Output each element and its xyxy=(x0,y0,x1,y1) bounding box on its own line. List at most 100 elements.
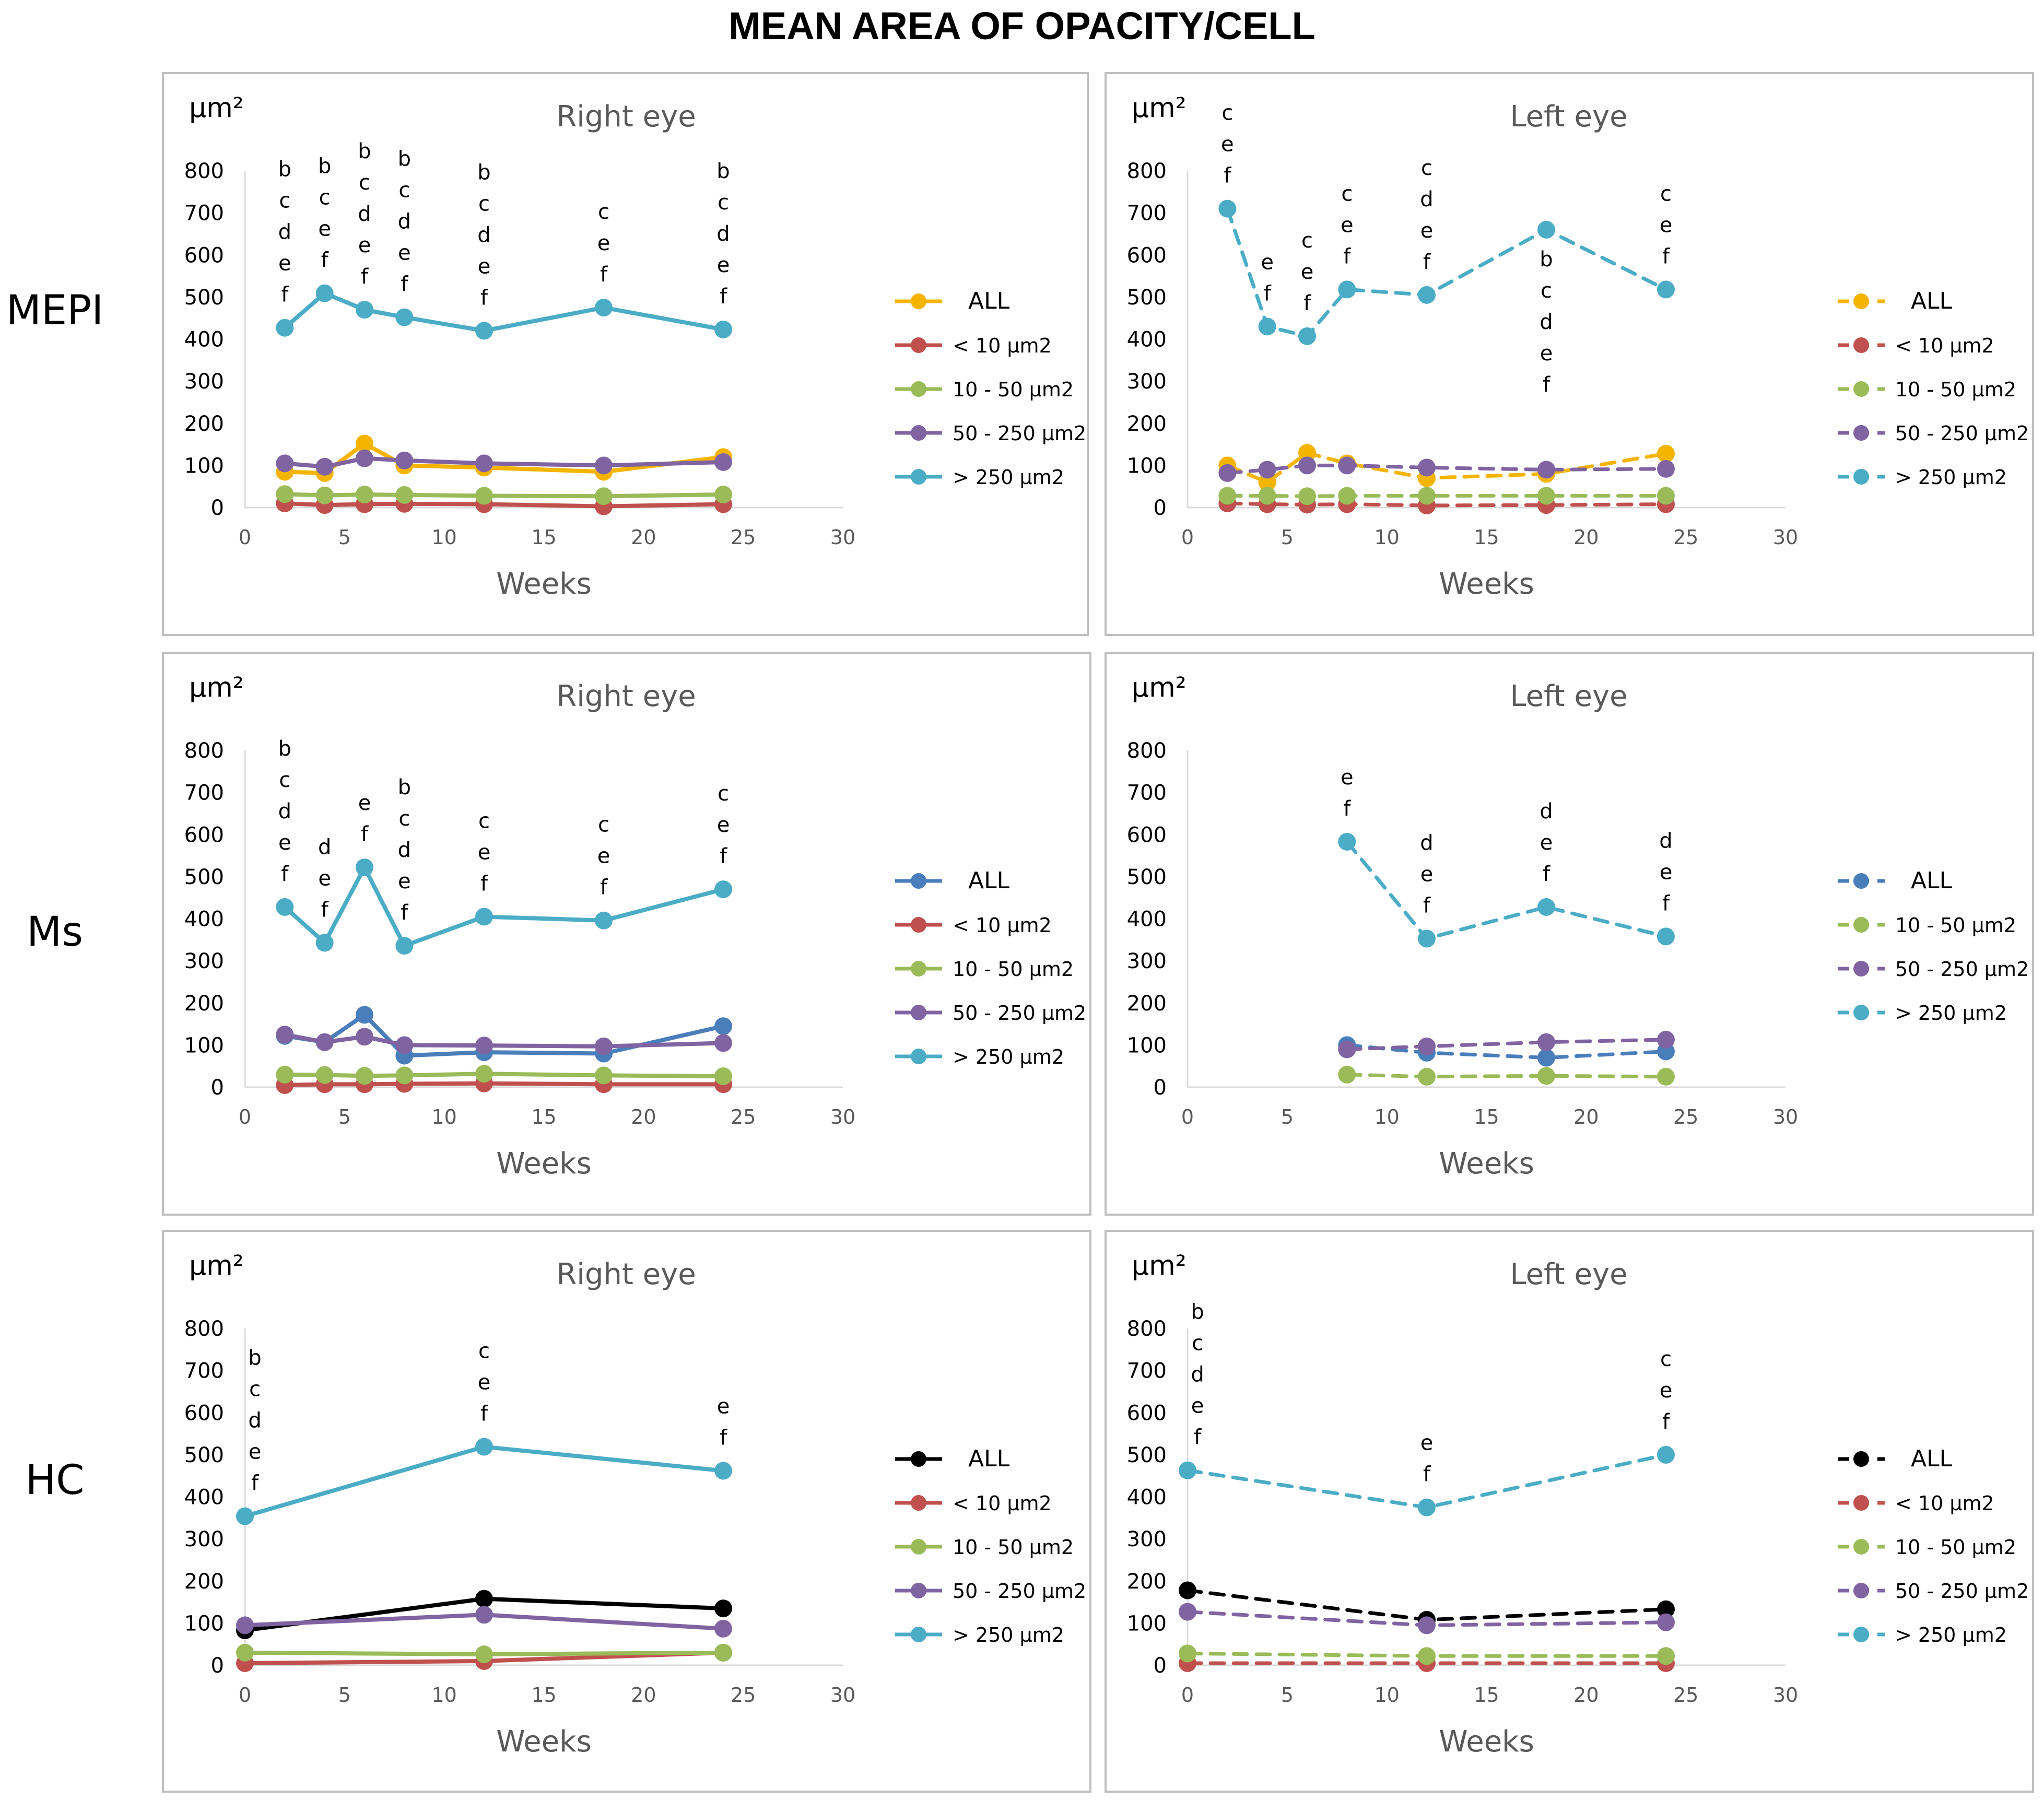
y-tick-label: 700 xyxy=(1127,1359,1167,1383)
data-point-all xyxy=(1258,473,1276,491)
y-tick-label: 400 xyxy=(1127,908,1167,932)
x-tick-label: 15 xyxy=(1474,1105,1499,1128)
data-point-gt-250-um2 xyxy=(1258,317,1276,336)
annotation-letter: c xyxy=(359,171,370,195)
y-tick-label: 400 xyxy=(184,1486,224,1510)
data-point-10-50-um2 xyxy=(714,486,732,504)
x-tick-label: 20 xyxy=(1573,1105,1599,1128)
annotation-letter: f xyxy=(281,283,289,307)
annotation-letter: e xyxy=(1540,342,1553,366)
data-point-gt-250-um2 xyxy=(315,934,334,952)
annotation-letter: e xyxy=(358,791,371,815)
legend-label-50-250-um2: 50 - 250 µm2 xyxy=(1895,958,2029,981)
y-tick-label: 300 xyxy=(1127,1527,1167,1551)
chart-mepi-right-eye: Right eye µm² 0 100 200 300 400 500 600 700 800 0 5 1… xyxy=(184,92,1087,601)
annotation-letter: c xyxy=(478,192,490,216)
legend-marker-50-250-um2 xyxy=(911,1583,926,1598)
x-tick-label: 20 xyxy=(1573,526,1599,549)
annotation-letter: f xyxy=(720,1426,727,1450)
data-point-gt-250-um2 xyxy=(315,284,334,302)
annotation-letter: e xyxy=(398,869,411,893)
series-line-lt-10-um2 xyxy=(283,1081,725,1087)
data-point-50-250-um2 xyxy=(475,454,493,473)
y-tick-label: 300 xyxy=(184,1527,224,1551)
data-point-all xyxy=(475,1590,493,1608)
legend-marker-all xyxy=(1853,1451,1869,1467)
y-tick-label: 0 xyxy=(211,1076,224,1100)
annotation-letter: e xyxy=(1191,1394,1204,1418)
y-tick-label: 600 xyxy=(184,823,224,847)
annotation-letter: e xyxy=(717,1395,730,1419)
series-line-10-50-um2 xyxy=(283,1072,725,1079)
annotation-letter: e xyxy=(358,233,371,257)
chart-ms-right-eye: Right eye µm² 0 100 200 300 400 500 600 700 800 0 5 1… xyxy=(184,672,1087,1181)
annotation-letter: f xyxy=(1662,891,1670,915)
annotation-letter: e xyxy=(478,840,491,864)
annotation-letter: e xyxy=(1261,250,1274,274)
annotation-letter: e xyxy=(1660,860,1673,884)
series-10-50-um2 xyxy=(1338,1065,1675,1086)
x-tick-label: 25 xyxy=(731,526,756,549)
legend-label-50-250-um2: 50 - 250 µm2 xyxy=(953,1580,1086,1603)
data-point-10-50-um2 xyxy=(1338,1065,1356,1084)
series-line-gt-250-um2 xyxy=(1345,840,1668,940)
series-line-lt-10-um2 xyxy=(283,501,725,509)
annotation-letter: d xyxy=(1420,187,1433,211)
data-point-50-250-um2 xyxy=(1657,460,1675,478)
series-10-50-um2 xyxy=(1179,1644,1675,1665)
series-line-10-50-um2 xyxy=(1345,1073,1668,1079)
legend: ALL 10 - 50 µm2 50 - 250 µm2 > 250 µm2 xyxy=(1838,867,2029,1025)
annotation-group: cef xyxy=(1221,101,1234,188)
legend-label-50-250-um2: 50 - 250 µm2 xyxy=(953,422,1086,445)
annotation-group: ef xyxy=(358,791,371,846)
y-tick-label: 700 xyxy=(184,202,224,226)
y-tick-label: 300 xyxy=(1127,370,1167,394)
legend-marker-50-250-um2 xyxy=(1853,961,1869,977)
annotation-letter: e xyxy=(597,231,610,255)
annotation-letter: f xyxy=(1423,893,1431,917)
legend-label-10-50-um2: 10 - 50 µm2 xyxy=(953,958,1074,981)
legend-marker-50-250-um2 xyxy=(911,1005,926,1020)
legend-label-10-50-um2: 10 - 50 µm2 xyxy=(1895,1536,2016,1559)
data-point-10-50-um2 xyxy=(475,1065,493,1083)
y-tick-label: 700 xyxy=(1127,202,1167,226)
data-point-10-50-um2 xyxy=(595,1066,613,1085)
x-tick-label: 30 xyxy=(830,1684,855,1707)
x-tick-label: 5 xyxy=(338,526,351,549)
annotation-letter: f xyxy=(1662,1410,1670,1434)
row-label-ms: Ms xyxy=(27,909,83,956)
data-point-10-50-um2 xyxy=(714,1067,732,1086)
annotation-letter: f xyxy=(1423,1463,1431,1487)
x-tick-label: 15 xyxy=(1474,1684,1499,1707)
data-point-gt-250-um2 xyxy=(1338,832,1356,851)
y-tick-label: 200 xyxy=(184,412,224,436)
data-point-all xyxy=(1179,1581,1196,1599)
annotation-letter: c xyxy=(1660,1347,1672,1371)
chart-title: Right eye xyxy=(556,679,696,713)
series-all xyxy=(276,1006,732,1065)
y-tick-label: 800 xyxy=(184,1317,224,1341)
y-tick-label: 200 xyxy=(1127,1570,1167,1594)
data-point-10-50-um2 xyxy=(1657,1647,1675,1665)
annotation-group: ef xyxy=(1420,1431,1434,1487)
legend-label-50-250-um2: 50 - 250 µm2 xyxy=(953,1002,1086,1025)
annotation-letter: c xyxy=(398,807,410,831)
y-tick-label: 600 xyxy=(1127,243,1167,267)
annotation-letter: f xyxy=(401,273,408,297)
annotation-group: cef xyxy=(597,200,610,287)
annotation-letter: f xyxy=(1264,281,1272,305)
data-point-50-250-um2 xyxy=(1179,1603,1196,1621)
legend-marker-gt-250-um2 xyxy=(1853,469,1869,485)
data-point-gt-250-um2 xyxy=(475,1438,493,1456)
y-tick-label: 400 xyxy=(1127,328,1167,352)
data-point-10-50-um2 xyxy=(1657,1067,1675,1086)
data-point-gt-250-um2 xyxy=(475,908,493,926)
annotation-letter: e xyxy=(318,866,331,890)
y-tick-label: 200 xyxy=(1127,992,1167,1016)
y-tick-label: 600 xyxy=(184,243,224,267)
legend-label-gt-250-um2: > 250 µm2 xyxy=(1895,1623,2007,1646)
annotation-letter: f xyxy=(1194,1426,1202,1450)
data-point-gt-250-um2 xyxy=(475,322,493,340)
